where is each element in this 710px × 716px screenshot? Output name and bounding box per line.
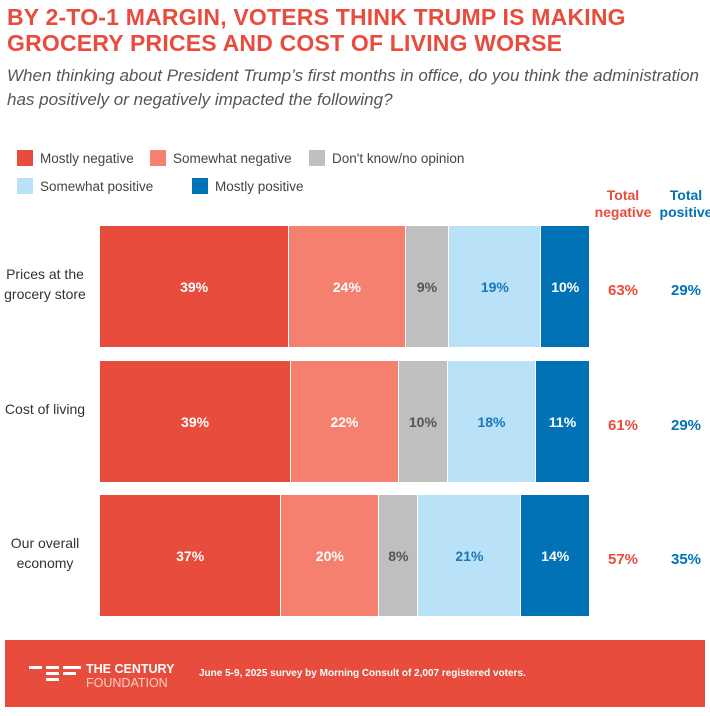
bar-segment: 11%	[536, 361, 590, 482]
bar-segment: 39%	[100, 226, 290, 347]
stacked-bar: 37% 20% 8% 21% 14%	[100, 495, 590, 616]
legend-item: Somewhat positive	[17, 178, 153, 194]
legend-swatch	[192, 178, 208, 194]
bar-segment: 22%	[291, 361, 399, 482]
bar-segment: 9%	[405, 226, 450, 347]
bar-segment: 19%	[449, 226, 542, 347]
stacked-bar: 39% 22% 10% 18% 11%	[100, 361, 590, 482]
bar-segment: 37%	[100, 495, 282, 616]
footer: THE CENTURY FOUNDATION June 5-9, 2025 su…	[5, 640, 705, 707]
chart-title: BY 2-TO-1 MARGIN, VOTERS THINK TRUMP IS …	[7, 4, 626, 56]
total-negative-header: Total negative	[594, 187, 652, 220]
bar-segment: 21%	[418, 495, 522, 616]
legend-label: Don't know/no opinion	[332, 150, 465, 166]
legend-label: Mostly negative	[40, 150, 134, 166]
total-positive-header: Total positive	[659, 187, 710, 220]
total-negative-value: 63%	[607, 282, 639, 299]
legend-swatch	[17, 178, 33, 194]
logo-text-line1: THE CENTURY	[86, 662, 175, 676]
legend-label: Somewhat positive	[40, 178, 154, 194]
bar-segment: 39%	[100, 361, 292, 482]
bar-segment: 18%	[447, 361, 537, 482]
logo-mark-icon	[29, 666, 81, 681]
total-positive-value: 29%	[670, 282, 702, 299]
source-note: June 5-9, 2025 survey by Morning Consult…	[199, 668, 526, 679]
legend-label: Somewhat negative	[173, 150, 292, 166]
legend-swatch	[309, 150, 325, 166]
legend-swatch	[17, 150, 33, 166]
bar-segment: 10%	[541, 226, 590, 347]
total-positive-value: 35%	[670, 551, 702, 568]
total-positive-value: 29%	[670, 417, 702, 434]
legend-item: Somewhat negative	[150, 150, 292, 166]
logo-text-line2: FOUNDATION	[86, 676, 168, 690]
bar-segment: 14%	[521, 495, 590, 616]
chart-subtitle: When thinking about President Trump’s fi…	[7, 66, 699, 109]
bar-segment: 8%	[379, 495, 419, 616]
legend-swatch	[150, 150, 166, 166]
bar-segment: 24%	[289, 226, 406, 347]
bar-segment: 10%	[398, 361, 448, 482]
century-foundation-logo: THE CENTURY FOUNDATION	[29, 662, 174, 690]
legend-label: Mostly positive	[215, 178, 304, 194]
bar-segment: 20%	[281, 495, 380, 616]
row-label: Prices at the grocery store	[4, 266, 86, 302]
total-negative-value: 57%	[607, 551, 639, 568]
stacked-bar: 39% 24% 9% 19% 10%	[100, 226, 590, 347]
legend-item: Don't know/no opinion	[309, 150, 464, 166]
total-negative-value: 61%	[607, 417, 639, 434]
legend-item: Mostly positive	[192, 178, 304, 194]
row-label: Our overall economy	[10, 535, 80, 571]
row-label: Cost of living	[4, 401, 86, 417]
legend-item: Mostly negative	[17, 150, 134, 166]
